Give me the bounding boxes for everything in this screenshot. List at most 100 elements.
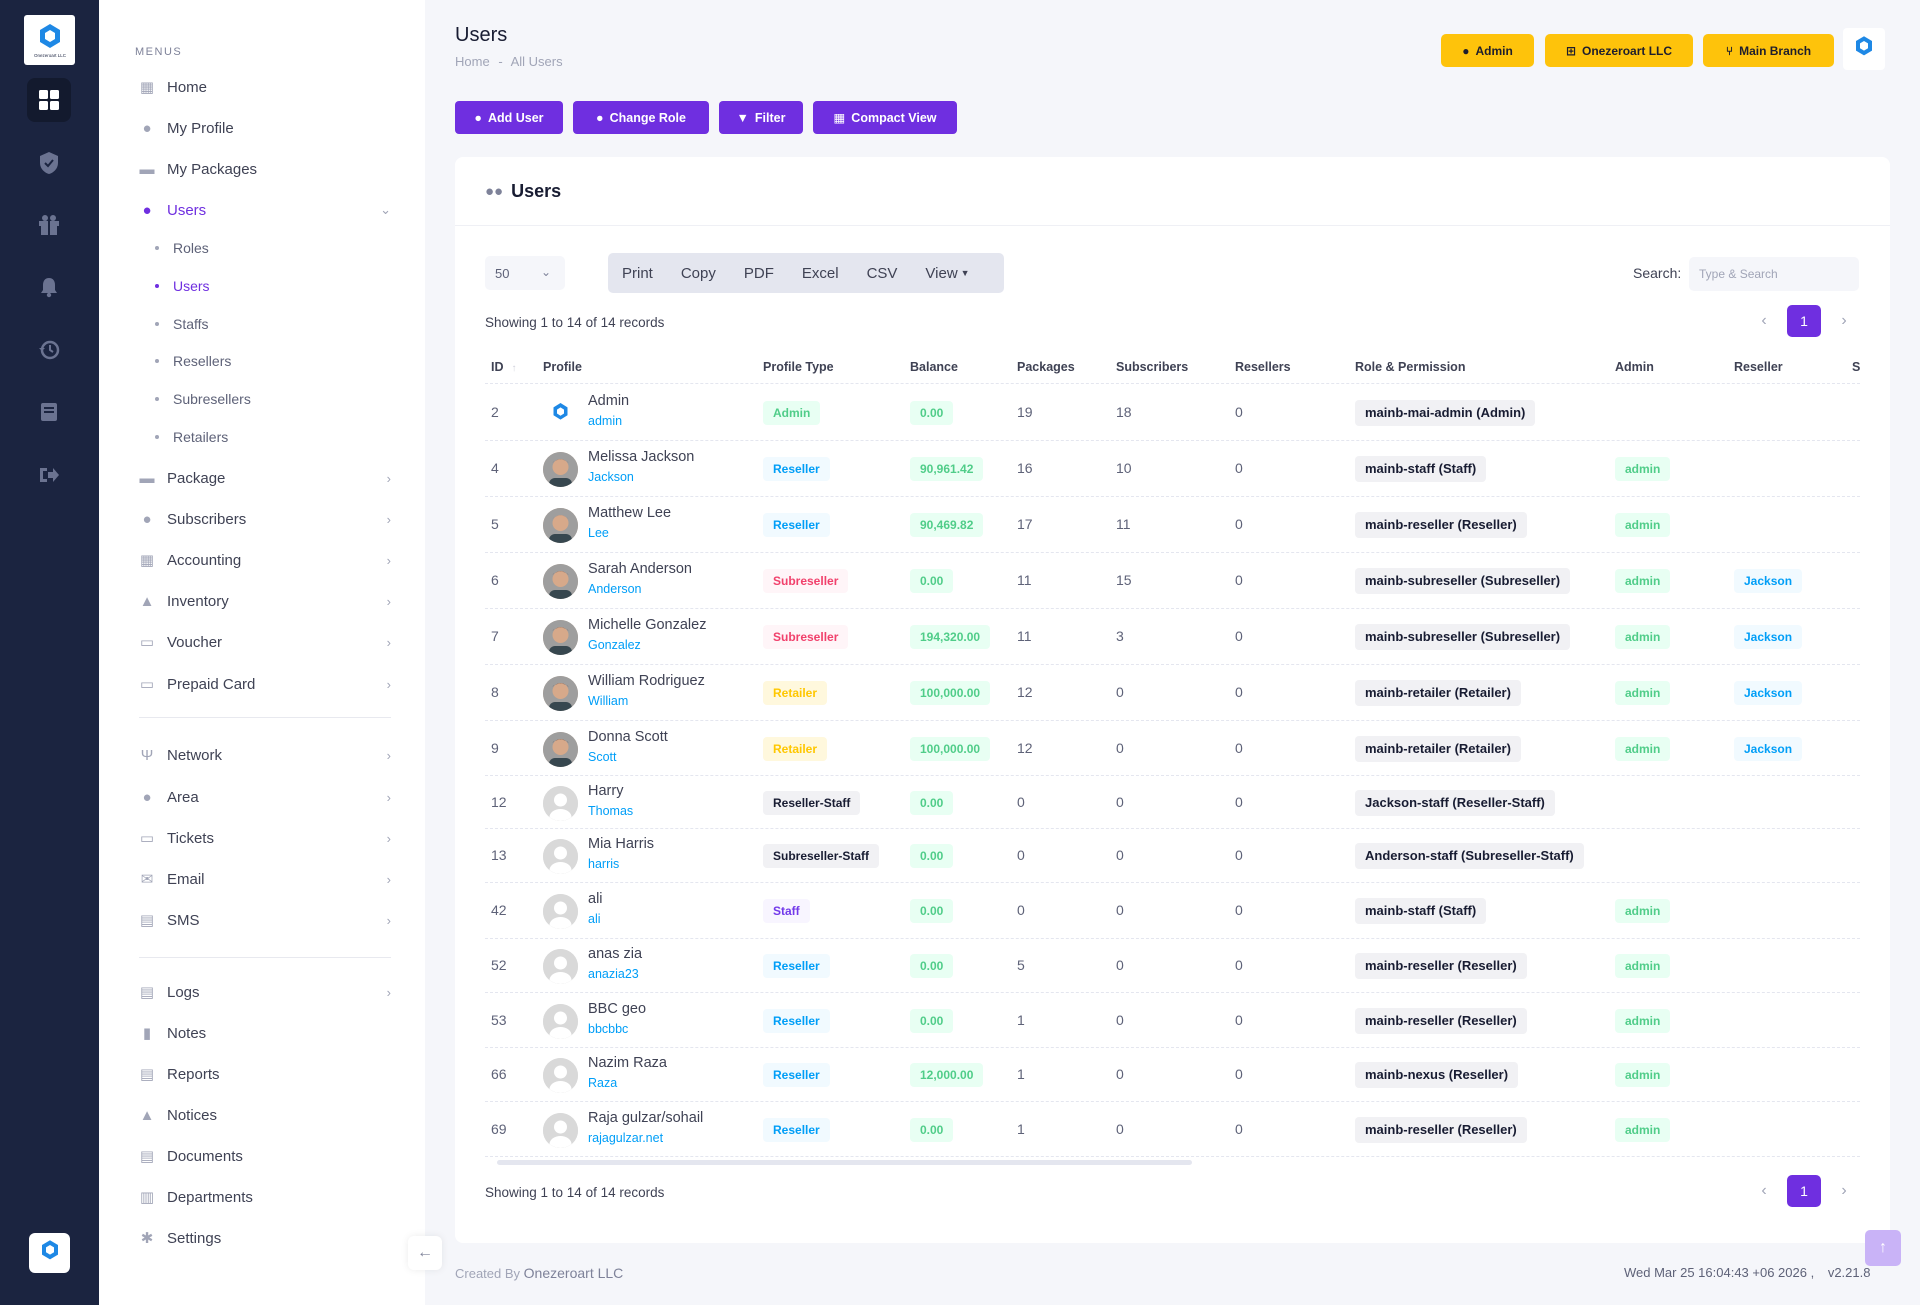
sidebar-sub-resellers[interactable]: Resellers — [155, 348, 231, 374]
col-header-profile[interactable]: Profile — [543, 360, 582, 374]
page-length-select[interactable]: 50 ⌄ — [485, 256, 565, 290]
profile-name[interactable]: Admin — [588, 393, 630, 409]
sidebar-item-accounting[interactable]: ▦ Accounting › — [139, 551, 391, 570]
profile-username[interactable]: ali — [588, 912, 601, 926]
rail-logout[interactable] — [27, 453, 71, 497]
sidebar-item-notes[interactable]: ▮ Notes — [139, 1018, 391, 1048]
table-row[interactable]: 5 Matthew Lee Lee Reseller 90,469.82 17 11 0 mai… — [485, 497, 1860, 553]
sidebar-collapse-button[interactable]: ← — [408, 1236, 442, 1270]
company-avatar[interactable] — [1843, 28, 1885, 70]
profile-name[interactable]: Raja gulzar/sohail — [588, 1109, 704, 1126]
sidebar-sub-subresellers[interactable]: Subresellers — [155, 386, 251, 412]
table-horizontal-scrollbar[interactable] — [497, 1160, 1192, 1165]
breadcrumb-home[interactable]: Home — [455, 54, 490, 69]
sidebar-item-my-profile[interactable]: ● My Profile — [139, 113, 391, 143]
table-row[interactable]: 66 Nazim Raza Raza Reseller 12,000.00 1 0 0 main… — [485, 1048, 1860, 1102]
table-row[interactable]: 6 Sarah Anderson Anderson Subreseller 0.00 11… — [485, 553, 1860, 609]
sidebar-item-tickets[interactable]: ▭ Tickets › — [139, 829, 391, 848]
admin-badge[interactable]: admin — [1615, 1117, 1671, 1142]
sidebar-item-reports[interactable]: ▤ Reports — [139, 1065, 220, 1084]
sidebar-item-my-packages[interactable]: ▬ My Packages — [139, 160, 258, 178]
col-header-admin[interactable]: Admin — [1615, 360, 1654, 374]
sidebar-item-departments[interactable]: ▥ Departments — [139, 1188, 253, 1207]
table-row[interactable]: 8 William Rodriguez William Retailer 100,000… — [485, 665, 1860, 721]
profile-username[interactable]: Thomas — [588, 803, 634, 818]
profile-name[interactable]: Sarah Anderson — [588, 561, 692, 577]
profile-username[interactable]: Gonzalez — [588, 638, 641, 652]
sidebar-item-settings[interactable]: ✱ Settings — [140, 1229, 222, 1248]
page-button-1[interactable]: 1 — [1787, 305, 1821, 337]
chevron-right-icon[interactable]: › — [1841, 312, 1847, 329]
reseller-badge[interactable]: Jackson — [1734, 681, 1803, 705]
chevron-right-icon[interactable]: › — [1841, 1182, 1847, 1199]
profile-name[interactable]: Harry — [588, 782, 624, 799]
rail-dashboard[interactable] — [27, 78, 71, 122]
table-row[interactable]: 53 BBC geo bbcbbc Reseller 0.00 1 0 0 mainb-rese… — [485, 993, 1860, 1048]
profile-username[interactable]: harris — [588, 857, 620, 871]
profile-name[interactable]: William Rodriguez — [588, 673, 705, 689]
rail-gift[interactable] — [27, 203, 71, 247]
change-role-button[interactable]: ● Change Role — [573, 101, 709, 134]
sidebar-item-package[interactable]: ▬ Package › — [139, 469, 392, 487]
chevron-left-icon[interactable]: ‹ — [1761, 312, 1767, 329]
compact-view-button[interactable]: ▦ Compact View — [813, 101, 957, 134]
rail-user-logo[interactable] — [29, 1233, 70, 1273]
sidebar-item-subscribers[interactable]: ● Subscribers › — [139, 504, 391, 534]
admin-badge[interactable]: admin — [1615, 1008, 1671, 1033]
col-header-reseller[interactable]: Reseller — [1734, 360, 1783, 374]
table-row[interactable]: 9 Donna Scott Scott Retailer 100,000.00 12 0 0 m… — [485, 721, 1860, 776]
reseller-badge[interactable]: Jackson — [1734, 625, 1803, 649]
profile-username[interactable]: admin — [588, 414, 623, 428]
profile-username[interactable]: Raza — [588, 1076, 618, 1090]
profile-username[interactable]: Jackson — [588, 470, 634, 484]
profile-name[interactable]: ali — [588, 891, 603, 907]
admin-badge[interactable]: admin — [1615, 569, 1671, 593]
filter-button[interactable]: ▼ Filter — [719, 101, 803, 134]
copy-button[interactable]: Copy — [680, 264, 716, 282]
sidebar-sub-users[interactable]: Users — [155, 273, 210, 299]
view-dropdown-button[interactable]: View ▼ — [925, 264, 970, 282]
table-row[interactable]: 2 Admin admin Admin 0.00 19 18 0 mainb-mai-admin… — [485, 385, 1860, 441]
reseller-badge[interactable]: Jackson — [1734, 736, 1803, 761]
page-button-1[interactable]: 1 — [1787, 1175, 1821, 1207]
profile-name[interactable]: Nazim Raza — [588, 1055, 667, 1071]
search-input[interactable] — [1689, 257, 1859, 291]
table-row[interactable]: 52 anas zia anazia23 Reseller 0.00 5 0 0 mainb-r… — [485, 939, 1860, 993]
admin-badge[interactable]: admin — [1615, 457, 1671, 481]
admin-badge[interactable]: admin — [1615, 736, 1671, 761]
sidebar-item-users[interactable]: ● Users ⌄ — [139, 195, 391, 225]
profile-username[interactable]: William — [588, 694, 629, 708]
profile-username[interactable]: bbcbbc — [588, 1021, 629, 1036]
sidebar-item-area[interactable]: ● Area › — [139, 782, 391, 812]
col-header-extra[interactable]: S — [1852, 360, 1860, 374]
sidebar-item-email[interactable]: ✉ Email › — [140, 870, 391, 889]
sidebar-item-logs[interactable]: ▤ Logs › — [139, 983, 391, 1002]
sidebar-item-home[interactable]: ▦ Home — [139, 78, 208, 97]
col-header-profile-type[interactable]: Profile Type — [763, 360, 834, 374]
print-button[interactable]: Print — [622, 264, 653, 282]
table-row[interactable]: 13 Mia Harris harris Subreseller-Staff 0.00 0… — [485, 829, 1860, 883]
profile-username[interactable]: Scott — [588, 749, 617, 764]
sidebar-item-network[interactable]: Ψ Network › — [140, 746, 391, 764]
company-badge[interactable]: ⊞ Onezeroart LLC — [1545, 34, 1693, 67]
admin-badge[interactable]: admin — [1615, 899, 1671, 923]
chevron-left-icon[interactable]: ‹ — [1761, 1182, 1767, 1199]
sidebar-item-documents[interactable]: ▤ Documents — [139, 1147, 243, 1166]
sidebar-item-voucher[interactable]: ▭ Voucher › — [139, 633, 391, 652]
pdf-button[interactable]: PDF — [743, 264, 774, 282]
table-row[interactable]: 69 Raja gulzar/sohail rajagulzar.net Resell… — [485, 1102, 1860, 1157]
col-header-id[interactable]: ID ↑ — [491, 360, 517, 374]
table-row[interactable]: 7 Michelle Gonzalez Gonzalez Subreseller 194… — [485, 609, 1860, 665]
profile-name[interactable]: Matthew Lee — [588, 505, 672, 521]
add-user-button[interactable]: ● Add User — [455, 101, 563, 134]
footer-company-link[interactable]: Onezeroart LLC — [523, 1265, 624, 1281]
table-row[interactable]: 42 ali ali Staff 0.00 0 0 0 mainb-staff (Staff) a… — [485, 883, 1860, 939]
admin-badge[interactable]: admin — [1615, 625, 1671, 649]
admin-badge[interactable]: admin — [1615, 513, 1671, 537]
col-header-balance[interactable]: Balance — [910, 360, 958, 374]
admin-badge[interactable]: admin — [1615, 681, 1671, 705]
sidebar-sub-staffs[interactable]: Staffs — [155, 311, 209, 337]
profile-name[interactable]: Melissa Jackson — [588, 449, 695, 465]
col-header-role[interactable]: Role & Permission — [1355, 360, 1466, 374]
branch-badge[interactable]: ⑂ Main Branch — [1703, 34, 1834, 67]
